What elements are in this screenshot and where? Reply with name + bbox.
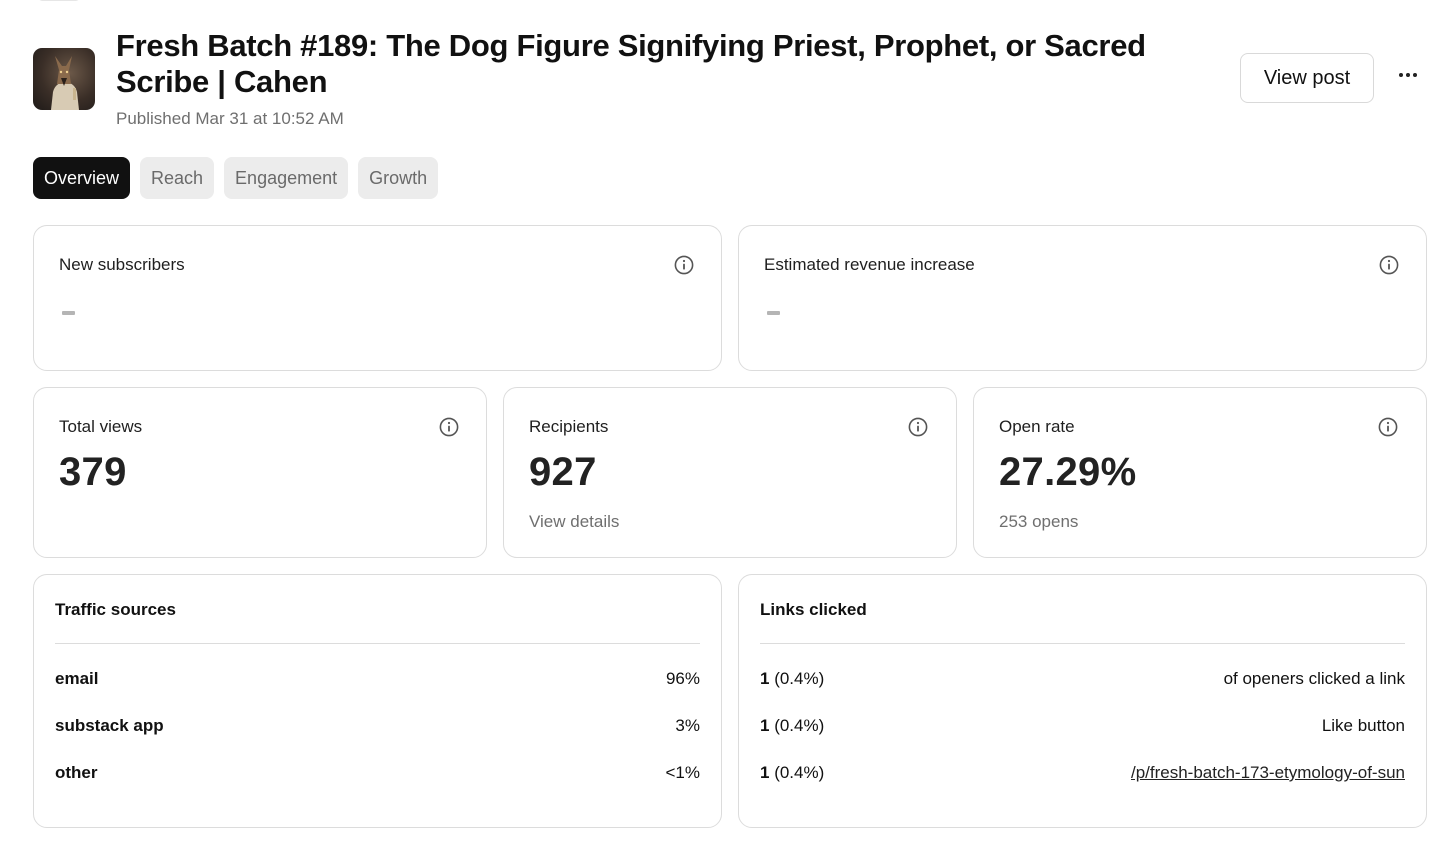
info-icon[interactable]	[1378, 417, 1398, 437]
open-rate-card: Open rate 27.29% 253 opens	[973, 387, 1427, 558]
post-header: Fresh Batch #189: The Dog Figure Signify…	[33, 28, 1428, 138]
tab-growth[interactable]: Growth	[358, 157, 439, 199]
link-row: 1 (0.4%) Like button	[760, 714, 1405, 738]
card-label: Estimated revenue increase	[764, 255, 975, 274]
info-icon[interactable]	[1379, 255, 1399, 275]
post-title: Fresh Batch #189: The Dog Figure Signify…	[116, 28, 1146, 99]
new-subscribers-card: New subscribers	[33, 225, 722, 371]
click-pct: (0.4%)	[769, 669, 825, 688]
view-post-button[interactable]: View post	[1240, 53, 1374, 103]
link-row: 1 (0.4%) /p/fresh-batch-173-etymology-of…	[760, 761, 1405, 785]
click-pct: (0.4%)	[769, 716, 825, 735]
tab-bar: Overview Reach Engagement Growth	[33, 157, 439, 199]
traffic-row: other <1%	[55, 761, 700, 785]
traffic-sources-title: Traffic sources	[55, 600, 176, 619]
source-value: <1%	[665, 763, 701, 782]
divider	[760, 643, 1405, 644]
info-icon[interactable]	[439, 417, 459, 437]
source-name: email	[55, 669, 99, 688]
tab-engagement[interactable]: Engagement	[224, 157, 349, 199]
view-details-link[interactable]: View details	[529, 512, 620, 531]
link-row: 1 (0.4%) of openers clicked a link	[760, 667, 1405, 691]
click-stat: 1 (0.4%)	[760, 669, 824, 689]
info-icon[interactable]	[908, 417, 928, 437]
link-label: Like button	[1321, 716, 1405, 735]
post-thumbnail	[33, 48, 95, 110]
card-label: New subscribers	[59, 255, 185, 274]
click-count: 1	[760, 716, 770, 735]
total-views-value: 379	[59, 450, 127, 494]
top-edge-fragment	[38, 0, 80, 1]
published-date: Published Mar 31 at 10:52 AM	[116, 109, 344, 128]
revenue-card: Estimated revenue increase	[738, 225, 1427, 371]
empty-value-dash	[767, 311, 780, 315]
traffic-sources-card: Traffic sources email 96% substack app 3…	[33, 574, 722, 828]
card-label: Open rate	[999, 417, 1075, 436]
card-label: Total views	[59, 417, 143, 436]
recipients-card: Recipients 927 View details	[503, 387, 957, 558]
info-icon[interactable]	[674, 255, 694, 275]
links-clicked-title: Links clicked	[760, 600, 867, 619]
source-name: substack app	[55, 716, 164, 735]
click-count: 1	[760, 669, 770, 688]
divider	[55, 643, 700, 644]
card-label: Recipients	[529, 417, 609, 436]
links-clicked-card: Links clicked 1 (0.4%) of openers clicke…	[738, 574, 1427, 828]
source-value: 3%	[675, 716, 700, 735]
link-label: of openers clicked a link	[1223, 669, 1405, 688]
more-icon[interactable]	[1393, 60, 1423, 90]
traffic-row: substack app 3%	[55, 714, 700, 738]
source-name: other	[55, 763, 98, 782]
opens-count: 253 opens	[999, 512, 1079, 531]
recipients-value: 927	[529, 450, 597, 494]
click-pct: (0.4%)	[769, 763, 825, 782]
tab-reach[interactable]: Reach	[140, 157, 215, 199]
click-count: 1	[760, 763, 770, 782]
traffic-row: email 96%	[55, 667, 700, 691]
tab-overview[interactable]: Overview	[33, 157, 131, 199]
open-rate-value: 27.29%	[999, 450, 1137, 494]
empty-value-dash	[62, 311, 75, 315]
click-stat: 1 (0.4%)	[760, 716, 824, 736]
click-stat: 1 (0.4%)	[760, 763, 824, 783]
post-link[interactable]: /p/fresh-batch-173-etymology-of-sun	[1130, 763, 1405, 782]
source-value: 96%	[665, 669, 700, 688]
total-views-card: Total views 379	[33, 387, 487, 558]
